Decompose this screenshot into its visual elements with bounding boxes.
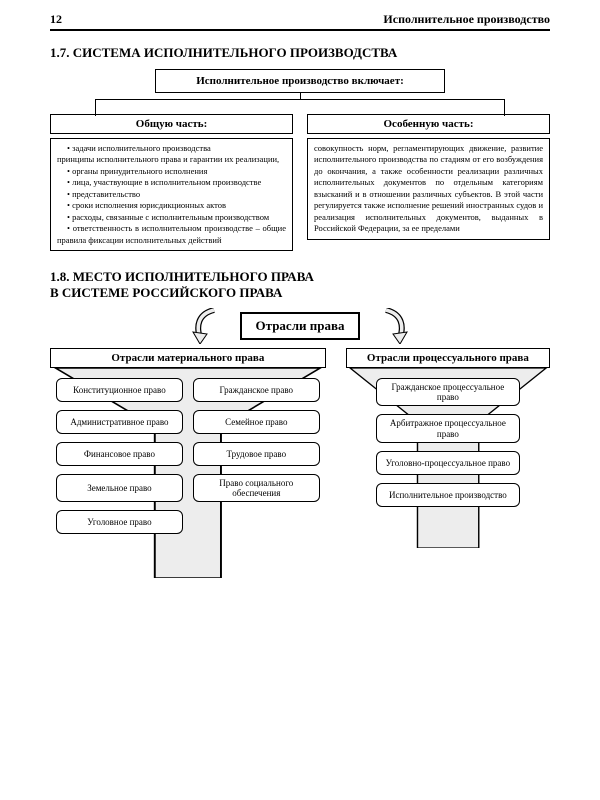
procedural-branch: Отрасли процессуального права Гражданско… bbox=[346, 348, 550, 578]
procedural-leaf: Гражданское процессуальное право bbox=[376, 378, 520, 407]
curve-arrow-right bbox=[370, 308, 410, 344]
intro-box: Исполнительное производство включает: bbox=[155, 69, 445, 93]
material-leaf: Земельное право bbox=[56, 474, 183, 503]
section-1-7-heading: 1.7. СИСТЕМА ИСПОЛНИТЕЛЬНОГО ПРОИЗВОДСТВ… bbox=[50, 45, 550, 61]
bracket-connector bbox=[95, 90, 505, 116]
running-header: 12 Исполнительное производство bbox=[50, 12, 550, 31]
general-part-column: Общую часть: • задачи исполнительного пр… bbox=[50, 114, 293, 251]
section-1-8-heading: 1.8. МЕСТО ИСПОЛНИТЕЛЬНОГО ПРАВА В СИСТЕ… bbox=[50, 269, 550, 302]
diagram-1-7: Исполнительное производство включает: Об… bbox=[50, 69, 550, 251]
root-row: Отрасли права bbox=[50, 308, 550, 344]
running-title: Исполнительное производство bbox=[383, 12, 550, 27]
special-part-column: Особенную часть: совокупность норм, регл… bbox=[307, 114, 550, 251]
general-item: • органы принудительного исполнения bbox=[57, 166, 286, 177]
material-leaf: Семейное право bbox=[193, 410, 320, 434]
root-box: Отрасли права bbox=[240, 312, 361, 340]
branches-row: Отрасли материального права Конституцион… bbox=[50, 348, 550, 578]
material-leaf: Уголовное право bbox=[56, 510, 183, 534]
general-item: принципы исполнительного права и гаранти… bbox=[57, 154, 286, 165]
special-part-body: совокупность норм, регламентирующих движ… bbox=[307, 138, 550, 240]
material-branch: Отрасли материального права Конституцион… bbox=[50, 348, 326, 578]
material-leaf: Финансовое право bbox=[56, 442, 183, 466]
procedural-leaf: Уголовно-процессуальное право bbox=[376, 451, 520, 475]
material-title: Отрасли материального права bbox=[50, 348, 326, 368]
general-item: • представительство bbox=[57, 189, 286, 200]
special-part-title: Особенную часть: bbox=[307, 114, 550, 134]
general-item: • сроки исполнения юрисдикционных актов bbox=[57, 200, 286, 211]
procedural-leaf: Арбитражное процессуальное право bbox=[376, 414, 520, 443]
general-part-title: Общую часть: bbox=[50, 114, 293, 134]
material-leaf: Трудовое право bbox=[193, 442, 320, 466]
procedural-title: Отрасли процессуального права bbox=[346, 348, 550, 368]
general-item: • расходы, связанные с исполнительным пр… bbox=[57, 212, 286, 223]
curve-arrow-left bbox=[190, 308, 230, 344]
general-item: • ответственность в исполнительном произ… bbox=[57, 223, 286, 246]
general-item: • лица, участвующие в исполнительном про… bbox=[57, 177, 286, 188]
procedural-items: Гражданское процессуальное право Арбитраж… bbox=[376, 378, 520, 507]
procedural-leaf: Исполнительное производство bbox=[376, 483, 520, 507]
material-leaf: Административное право bbox=[56, 410, 183, 434]
material-items: Конституционное право Гражданское право Ад… bbox=[56, 378, 320, 535]
material-leaf: Право социального обеспечения bbox=[193, 474, 320, 503]
page-number: 12 bbox=[50, 12, 62, 27]
general-part-body: • задачи исполнительного производствапри… bbox=[50, 138, 293, 251]
material-leaf: Конституционное право bbox=[56, 378, 183, 402]
general-item: • задачи исполнительного производства bbox=[57, 143, 286, 154]
material-leaf: Гражданское право bbox=[193, 378, 320, 402]
